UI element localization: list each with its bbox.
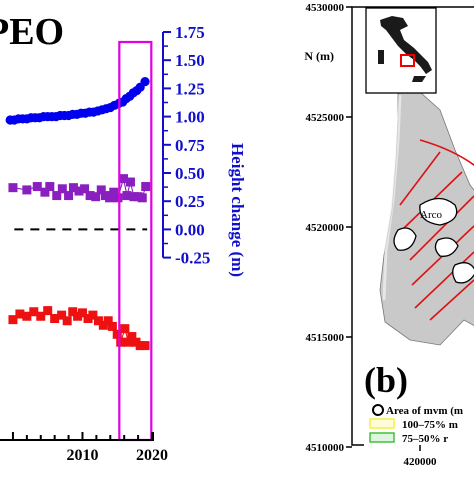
series-layer (5, 77, 151, 351)
height-change-chart: PEO 1.75 1.50 1.25 1.00 0.75 0.50 0.25 0.00 -0.2… (0, 11, 247, 464)
data-point (113, 193, 123, 203)
data-point (112, 329, 122, 339)
data-point (125, 177, 135, 187)
map-y-axis: 4530000 4525000 4520000 4515000 4510000 (306, 2, 352, 454)
data-point (64, 191, 74, 201)
x-axis-tick-label: 2020 (136, 447, 168, 464)
right-axis-title: Height change (m) (228, 143, 247, 277)
data-point (140, 77, 150, 87)
series-1 (5, 77, 150, 125)
data-point (74, 186, 84, 196)
data-point (29, 307, 39, 317)
data-point (45, 182, 55, 192)
data-point (88, 310, 98, 320)
mvm-areas (393, 197, 474, 284)
location-marker (400, 54, 415, 67)
data-point (40, 187, 50, 197)
data-point (120, 324, 130, 334)
map-y-tick-label: 4510000 (306, 442, 345, 454)
data-point (62, 316, 72, 326)
data-point (83, 314, 93, 324)
right-axis-tick-label: 1.75 (175, 23, 205, 42)
sardinia-shape (378, 50, 384, 64)
place-label: Arco (420, 209, 442, 221)
data-point (93, 316, 103, 326)
right-axis-tick-label: 0.75 (175, 136, 205, 155)
data-point (135, 341, 145, 351)
legend-green-symbol (369, 432, 395, 443)
data-point (43, 306, 53, 316)
data-point (32, 182, 42, 192)
map-legend: Area of mvm (m 100–75% m 75–50% r (364, 400, 474, 446)
italy-shape (380, 16, 432, 74)
data-point (8, 315, 18, 325)
coast-highlight (382, 94, 402, 301)
data-point (68, 307, 78, 317)
right-axis-tick-label: 0.00 (175, 220, 205, 239)
sicily-shape (412, 76, 426, 82)
series-2 (8, 174, 151, 203)
map-panel: Arco (b) Area of mvm (m 100–75% m 75–50%… (304, 2, 474, 468)
legend-item-3: 75–50% r (402, 433, 448, 445)
data-point (15, 309, 25, 319)
right-axis-tick-label: 1.25 (175, 79, 205, 98)
data-point (73, 311, 83, 321)
data-point (80, 184, 90, 194)
data-point (127, 332, 137, 342)
right-axis-tick-label: -0.25 (175, 249, 210, 268)
data-point (68, 183, 78, 193)
data-point (98, 320, 108, 330)
panel-label: (b) (364, 360, 408, 400)
data-point (8, 183, 18, 193)
data-point (22, 311, 32, 321)
data-point (57, 310, 67, 320)
legend-item-1: Area of mvm (m (386, 405, 463, 417)
right-axis-tick-label: 0.25 (175, 192, 205, 211)
x-axis-tick-label: 2010 (66, 447, 98, 464)
map-y-axis-title: N (m) (304, 49, 334, 63)
right-axis-tick-label: 1.50 (175, 51, 205, 70)
data-point (52, 191, 62, 201)
data-point (122, 191, 132, 201)
data-point (105, 193, 115, 203)
legend-yellow-symbol (369, 418, 395, 429)
data-point (109, 187, 119, 197)
inset-map (365, 7, 437, 94)
data-point (85, 191, 95, 201)
data-point (140, 341, 150, 351)
data-point (123, 337, 133, 347)
legend-circle-symbol (372, 404, 384, 416)
data-point (103, 316, 113, 326)
series-3 (8, 306, 150, 351)
map-y-tick-label: 4520000 (306, 222, 345, 234)
map-x-tick-label: 420000 (404, 456, 438, 468)
map-y-tick-label: 4515000 (306, 332, 345, 344)
bottom-x-axis: 2010 2020 (0, 432, 168, 464)
map-y-tick-label: 4530000 (306, 2, 345, 14)
data-point (36, 311, 46, 321)
right-y-axis: 1.75 1.50 1.25 1.00 0.75 0.50 0.25 0.00 -0.25 (162, 23, 210, 268)
data-point (50, 314, 60, 324)
map-y-tick-label: 4525000 (306, 112, 345, 124)
data-point (137, 193, 147, 203)
chart-title: PEO (0, 11, 64, 53)
data-point (91, 192, 101, 202)
data-point (22, 185, 32, 195)
data-point (96, 185, 106, 195)
data-point (107, 321, 117, 331)
data-point (77, 308, 87, 318)
legend-item-2: 100–75% m (402, 419, 458, 431)
map-x-axis: 420000 (404, 445, 438, 468)
data-point (116, 337, 126, 347)
data-point (141, 182, 151, 192)
right-axis-tick-label: 1.00 (175, 108, 205, 127)
right-axis-tick-label: 0.50 (175, 164, 205, 183)
data-point (118, 174, 128, 184)
data-point (57, 184, 67, 194)
